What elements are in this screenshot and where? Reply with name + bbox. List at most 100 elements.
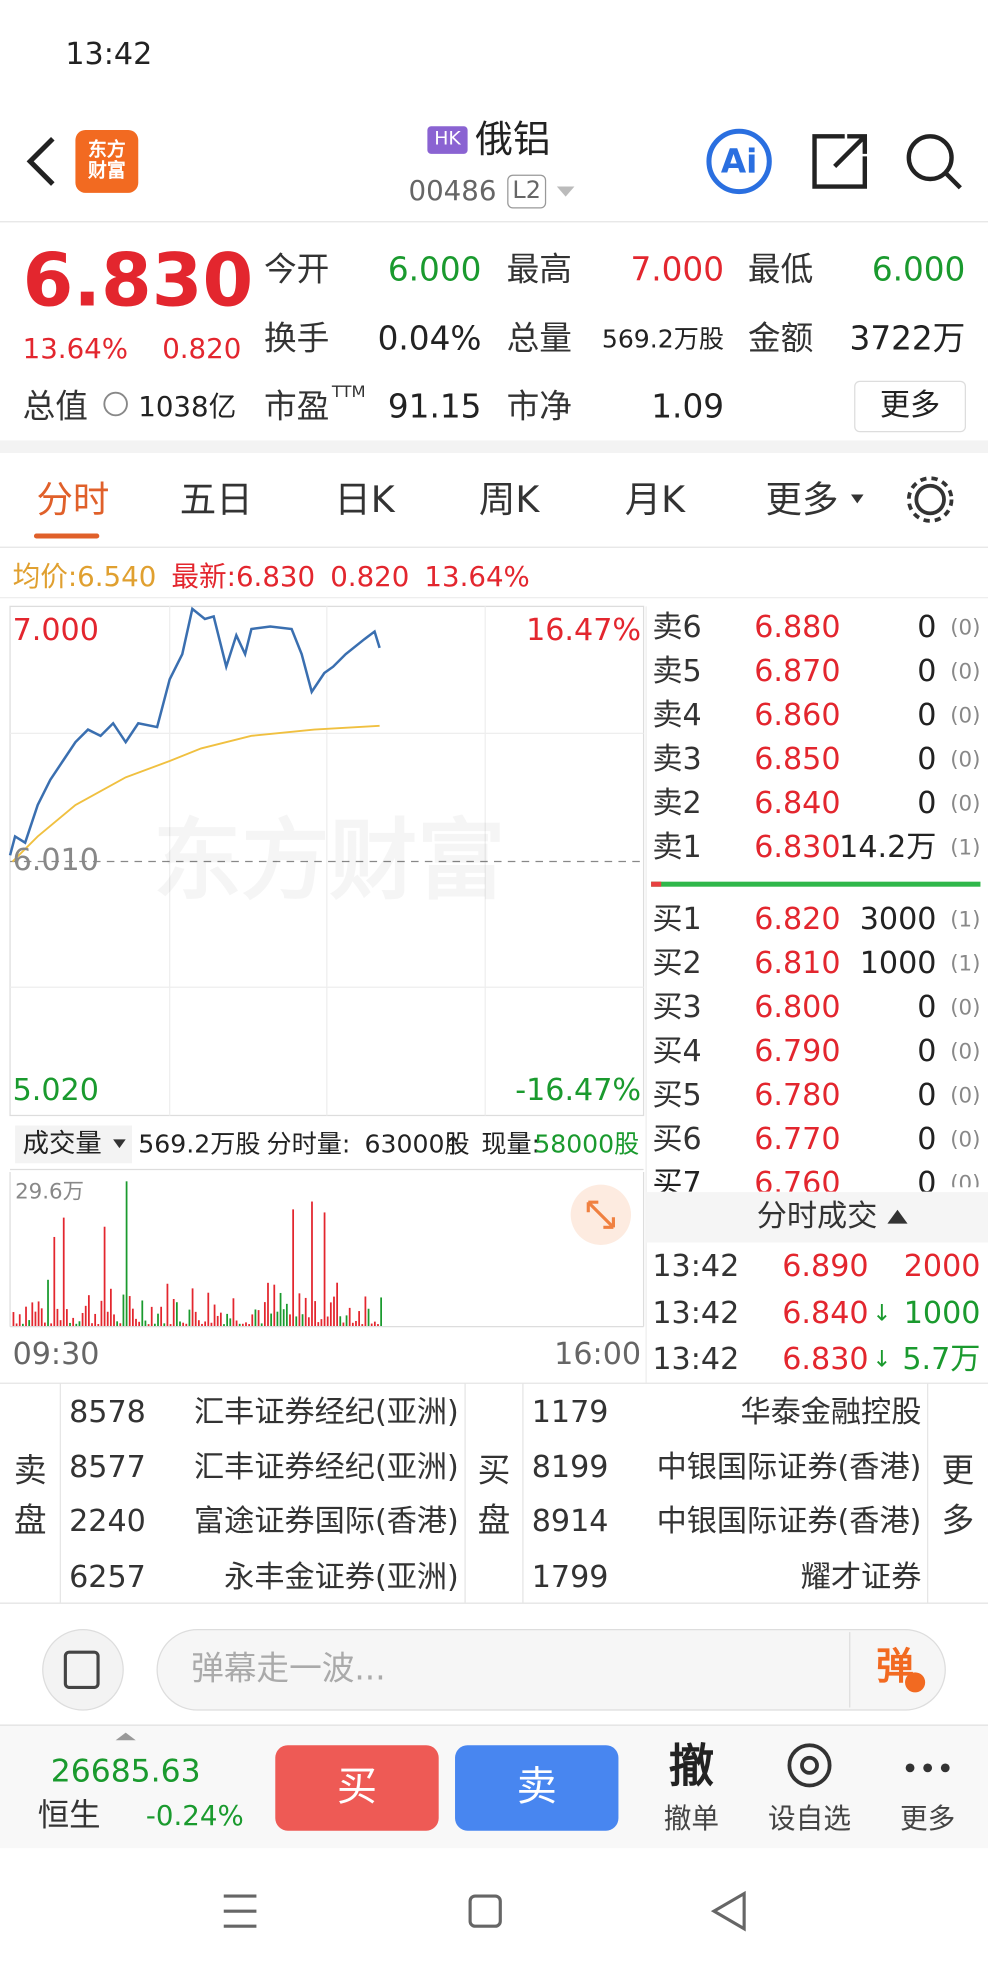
tab[interactable]: 更多 — [765, 478, 839, 522]
book-price: 6.810 — [754, 946, 841, 982]
info-value: 6.540 — [77, 560, 157, 594]
brokers-more[interactable]: 更多 — [941, 1451, 975, 1540]
volume-bar — [323, 1212, 326, 1327]
volume-bar — [72, 1317, 75, 1327]
more-button[interactable] — [854, 380, 967, 433]
back-button[interactable] — [26, 137, 55, 186]
volume-bar — [367, 1308, 370, 1327]
book-volume: 1000 — [859, 946, 937, 982]
comment-placeholder[interactable]: 弹幕走一波... — [191, 1649, 386, 1688]
tick-price: 6.830 — [782, 1341, 869, 1377]
volume-bar — [135, 1318, 137, 1327]
volume-value: 58000股 — [534, 1129, 640, 1159]
volume-bar — [113, 1314, 115, 1327]
logo-text: 东方财富 — [87, 139, 126, 181]
tick-time: 13:42 — [652, 1341, 740, 1377]
stat-label: 市净 — [506, 387, 572, 426]
book-label: 买7 — [652, 1165, 702, 1201]
more-button-text[interactable]: 更多 — [879, 387, 941, 423]
svg-text:↑: ↑ — [442, 1131, 463, 1160]
volume-bar — [188, 1309, 191, 1327]
volume-bar — [213, 1304, 216, 1327]
volume-bar — [69, 1322, 71, 1327]
volume-bar — [361, 1324, 364, 1327]
volume-bar — [373, 1321, 376, 1327]
buy-button[interactable] — [275, 1745, 439, 1831]
volume-bar — [172, 1298, 175, 1327]
volume-bar — [292, 1209, 295, 1327]
volume-bar — [207, 1292, 210, 1327]
sell-button[interactable] — [455, 1745, 619, 1831]
tab[interactable]: 周K — [478, 478, 540, 522]
time-label: 09:30 — [12, 1336, 100, 1372]
volume-selector[interactable]: 成交量 — [22, 1128, 102, 1159]
notes-button[interactable] — [42, 1628, 124, 1711]
volume-bar — [15, 1323, 18, 1327]
volume-bar — [257, 1310, 260, 1327]
volume-bars — [12, 1181, 383, 1327]
watermark: 东方财富 — [153, 817, 505, 905]
book-label: 卖6 — [652, 610, 702, 646]
volume-bar — [251, 1314, 254, 1327]
tab[interactable]: 分时 — [36, 478, 110, 522]
tab[interactable]: 日K — [334, 478, 395, 522]
search-button[interactable] — [906, 134, 954, 182]
volume-bar — [276, 1311, 279, 1327]
broker-name: 中银国际证券(香港) — [656, 1504, 922, 1540]
volume-bar — [34, 1311, 37, 1327]
book-count: (0) — [950, 1039, 981, 1065]
action-label[interactable]: 更多 — [900, 1802, 956, 1836]
book-label: 卖4 — [652, 698, 702, 734]
volume-bar — [106, 1311, 109, 1327]
danmaku-button[interactable]: 弹 — [876, 1643, 914, 1688]
sell-text[interactable]: 卖 — [516, 1764, 557, 1811]
volume-bar — [125, 1181, 128, 1327]
volume-bar — [160, 1306, 163, 1327]
volume-bar — [31, 1302, 34, 1327]
axis-label: 5.020 — [12, 1072, 99, 1108]
tab[interactable]: 五日 — [179, 478, 253, 522]
tab[interactable]: 月K — [624, 478, 686, 522]
share-button[interactable] — [812, 134, 868, 189]
buy-text[interactable]: 买 — [336, 1764, 378, 1811]
stat-label: 最低 — [747, 250, 814, 289]
action-label[interactable]: 撤单 — [663, 1802, 719, 1836]
broker-code: 1179 — [531, 1394, 609, 1430]
volume-bar — [153, 1323, 156, 1327]
volume-bar — [270, 1313, 273, 1327]
volume-bar — [150, 1306, 153, 1327]
change-pct: 13.64% — [22, 332, 129, 366]
stat-value: 0.04% — [377, 320, 482, 359]
volume-bar — [65, 1309, 68, 1327]
broker-name: 汇丰证券经纪(亚洲) — [194, 1450, 459, 1486]
volume-bar — [103, 1226, 106, 1327]
stat-label: 今开 — [263, 250, 330, 289]
volume-bar — [62, 1217, 65, 1327]
tick-volume: 5.7万 — [902, 1341, 981, 1377]
brokers-side-label: 买盘 — [477, 1451, 511, 1540]
index-value: 26685.63 — [50, 1753, 201, 1790]
broker-code: 8199 — [531, 1450, 609, 1486]
volume-bar — [229, 1318, 232, 1327]
book-label: 卖2 — [652, 786, 702, 822]
book-label: 卖5 — [652, 654, 702, 690]
book-label: 买6 — [652, 1122, 702, 1158]
volume-bar — [226, 1313, 229, 1327]
volume-bar — [355, 1320, 357, 1327]
book-count: (0) — [950, 1127, 981, 1153]
comment-input[interactable] — [156, 1628, 946, 1711]
volume-bar — [235, 1320, 238, 1327]
volume-bar — [182, 1322, 185, 1327]
stat-label: 总量 — [506, 320, 572, 359]
volume-bar — [279, 1292, 282, 1327]
cancel-icon: 撤 — [668, 1739, 714, 1793]
volume-bar — [223, 1324, 225, 1327]
volume-bar — [169, 1324, 172, 1327]
action-label[interactable]: 设自选 — [768, 1802, 851, 1836]
axis-label: -16.47% — [515, 1072, 642, 1108]
broker-name: 汇丰证券经纪(亚洲) — [194, 1394, 459, 1430]
volume-bar — [351, 1322, 354, 1327]
volume-bar — [204, 1321, 207, 1327]
ai-button[interactable] — [706, 128, 772, 195]
